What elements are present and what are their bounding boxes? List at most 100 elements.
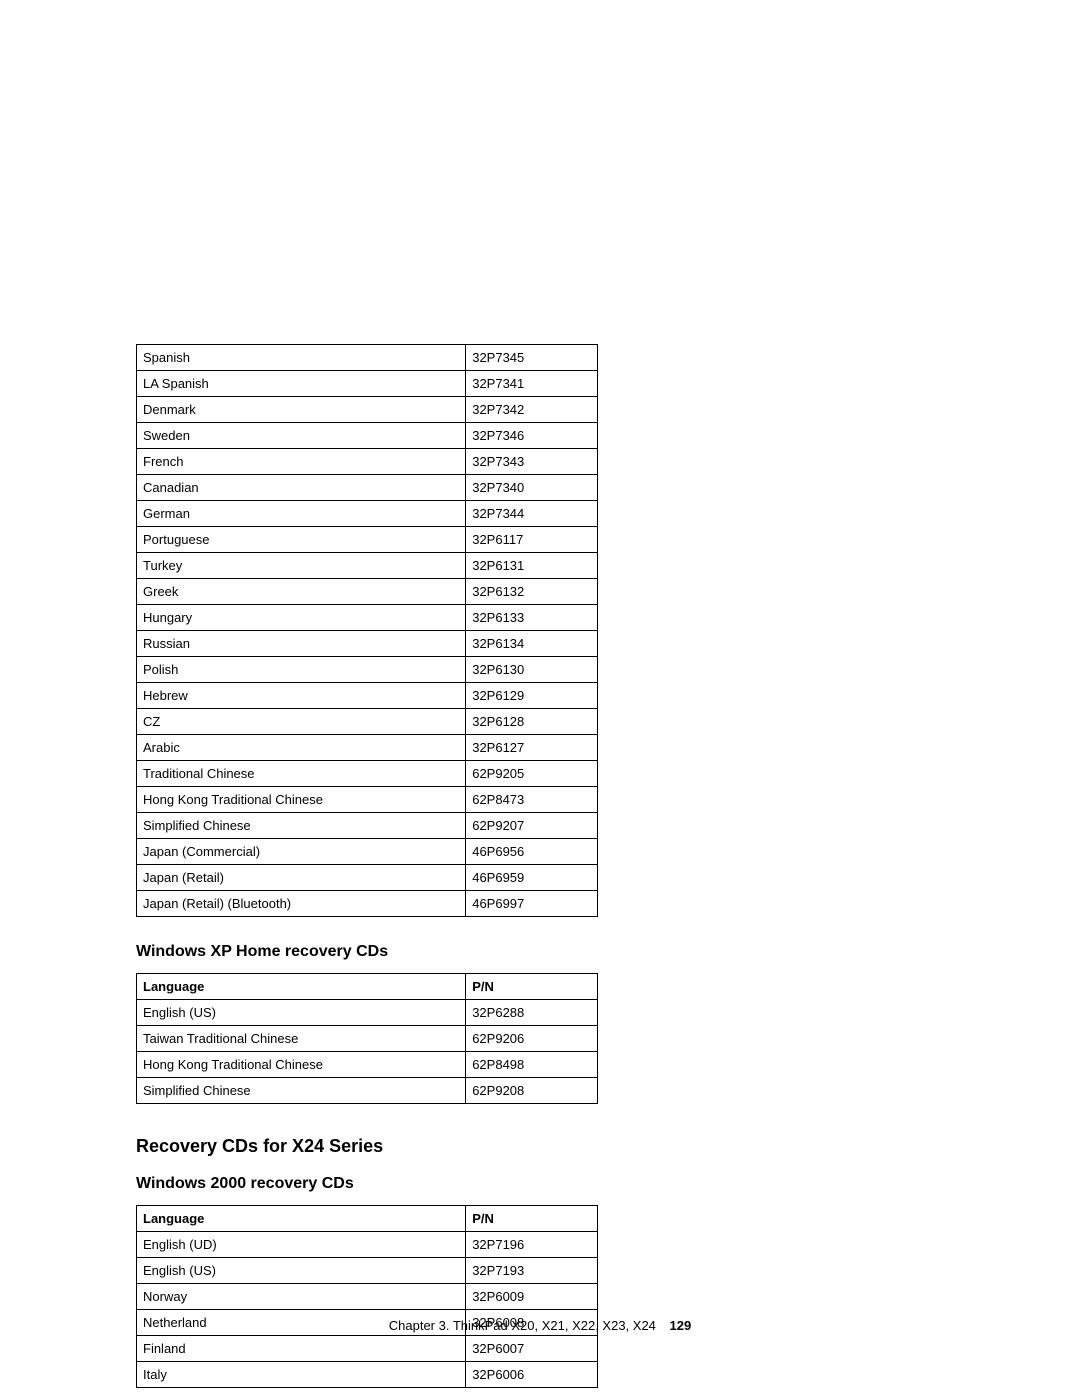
cell-language: Arabic <box>137 735 466 761</box>
table-row: Hungary32P6133 <box>137 605 598 631</box>
col-pn: P/N <box>466 974 598 1000</box>
table-row: Turkey32P6131 <box>137 553 598 579</box>
table-row: English (US)32P6288 <box>137 1000 598 1026</box>
cell-language: French <box>137 449 466 475</box>
cell-pn: 32P7346 <box>466 423 598 449</box>
cell-language: Spanish <box>137 345 466 371</box>
cell-pn: 32P6009 <box>466 1284 598 1310</box>
cell-pn: 62P9206 <box>466 1026 598 1052</box>
cell-pn: 32P6006 <box>466 1362 598 1388</box>
cell-pn: 62P8473 <box>466 787 598 813</box>
table-row: Arabic32P6127 <box>137 735 598 761</box>
cell-language: English (UD) <box>137 1232 466 1258</box>
table-row: Japan (Retail) (Bluetooth)46P6997 <box>137 891 598 917</box>
cell-language: Hebrew <box>137 683 466 709</box>
parts-table-1-body: Spanish32P7345LA Spanish32P7341Denmark32… <box>137 345 598 917</box>
cell-pn: 32P7340 <box>466 475 598 501</box>
table-row: Russian32P6134 <box>137 631 598 657</box>
cell-language: Hong Kong Traditional Chinese <box>137 787 466 813</box>
cell-language: Hong Kong Traditional Chinese <box>137 1052 466 1078</box>
cell-pn: 62P9208 <box>466 1078 598 1104</box>
table-row: Japan (Commercial)46P6956 <box>137 839 598 865</box>
cell-pn: 32P6288 <box>466 1000 598 1026</box>
content-area: Spanish32P7345LA Spanish32P7341Denmark32… <box>136 344 916 1388</box>
cell-pn: 32P7341 <box>466 371 598 397</box>
parts-table-1: Spanish32P7345LA Spanish32P7341Denmark32… <box>136 344 598 917</box>
table-row: English (UD)32P7196 <box>137 1232 598 1258</box>
cell-language: German <box>137 501 466 527</box>
cell-language: Japan (Retail) (Bluetooth) <box>137 891 466 917</box>
cell-pn: 32P6129 <box>466 683 598 709</box>
cell-pn: 62P9207 <box>466 813 598 839</box>
cell-language: CZ <box>137 709 466 735</box>
cell-pn: 32P7342 <box>466 397 598 423</box>
table-row: Polish32P6130 <box>137 657 598 683</box>
cell-pn: 32P6134 <box>466 631 598 657</box>
table-row: Simplified Chinese62P9208 <box>137 1078 598 1104</box>
table-row: Traditional Chinese62P9205 <box>137 761 598 787</box>
table-header-row: Language P/N <box>137 1206 598 1232</box>
footer-page-number: 129 <box>670 1318 692 1333</box>
cell-pn: 62P9205 <box>466 761 598 787</box>
cell-pn: 32P7344 <box>466 501 598 527</box>
table-row: Japan (Retail)46P6959 <box>137 865 598 891</box>
heading-x24: Recovery CDs for X24 Series <box>136 1136 916 1157</box>
footer-chapter: Chapter 3. ThinkPad X20, X21, X22, X23, … <box>389 1318 656 1333</box>
cell-language: Italy <box>137 1362 466 1388</box>
cell-language: Traditional Chinese <box>137 761 466 787</box>
page-footer: Chapter 3. ThinkPad X20, X21, X22, X23, … <box>0 1318 1080 1333</box>
parts-table-3: Language P/N English (UD)32P7196English … <box>136 1205 598 1388</box>
table-row: Sweden32P7346 <box>137 423 598 449</box>
table-row: German32P7344 <box>137 501 598 527</box>
cell-pn: 32P7193 <box>466 1258 598 1284</box>
table-header-row: Language P/N <box>137 974 598 1000</box>
table-row: Taiwan Traditional Chinese62P9206 <box>137 1026 598 1052</box>
table-row: French32P7343 <box>137 449 598 475</box>
cell-language: Portuguese <box>137 527 466 553</box>
cell-language: Norway <box>137 1284 466 1310</box>
table-row: Denmark32P7342 <box>137 397 598 423</box>
table-row: Hebrew32P6129 <box>137 683 598 709</box>
cell-pn: 46P6956 <box>466 839 598 865</box>
cell-language: Japan (Retail) <box>137 865 466 891</box>
table-row: Simplified Chinese62P9207 <box>137 813 598 839</box>
cell-pn: 32P6133 <box>466 605 598 631</box>
cell-language: Turkey <box>137 553 466 579</box>
cell-language: English (US) <box>137 1000 466 1026</box>
heading-w2000: Windows 2000 recovery CDs <box>136 1175 916 1193</box>
parts-table-2-body: English (US)32P6288Taiwan Traditional Ch… <box>137 1000 598 1104</box>
cell-pn: 32P7343 <box>466 449 598 475</box>
cell-language: Polish <box>137 657 466 683</box>
table-row: Greek32P6132 <box>137 579 598 605</box>
table-row: Portuguese32P6117 <box>137 527 598 553</box>
table-row: Italy32P6006 <box>137 1362 598 1388</box>
table-row: CZ32P6128 <box>137 709 598 735</box>
cell-pn: 46P6959 <box>466 865 598 891</box>
table-row: LA Spanish32P7341 <box>137 371 598 397</box>
table-row: Canadian32P7340 <box>137 475 598 501</box>
cell-language: Denmark <box>137 397 466 423</box>
parts-table-3-body: English (UD)32P7196English (US)32P7193No… <box>137 1232 598 1388</box>
cell-pn: 32P6128 <box>466 709 598 735</box>
cell-language: Simplified Chinese <box>137 813 466 839</box>
cell-language: Russian <box>137 631 466 657</box>
cell-pn: 32P6007 <box>466 1336 598 1362</box>
page: Spanish32P7345LA Spanish32P7341Denmark32… <box>0 0 1080 1397</box>
col-language: Language <box>137 1206 466 1232</box>
cell-pn: 32P6117 <box>466 527 598 553</box>
cell-language: Simplified Chinese <box>137 1078 466 1104</box>
col-pn: P/N <box>466 1206 598 1232</box>
cell-pn: 62P8498 <box>466 1052 598 1078</box>
cell-language: Canadian <box>137 475 466 501</box>
col-language: Language <box>137 974 466 1000</box>
table-row: English (US)32P7193 <box>137 1258 598 1284</box>
cell-language: Finland <box>137 1336 466 1362</box>
cell-language: English (US) <box>137 1258 466 1284</box>
cell-pn: 32P6130 <box>466 657 598 683</box>
cell-pn: 32P7196 <box>466 1232 598 1258</box>
table-row: Spanish32P7345 <box>137 345 598 371</box>
cell-pn: 46P6997 <box>466 891 598 917</box>
parts-table-2: Language P/N English (US)32P6288Taiwan T… <box>136 973 598 1104</box>
table-row: Finland32P6007 <box>137 1336 598 1362</box>
cell-pn: 32P6127 <box>466 735 598 761</box>
